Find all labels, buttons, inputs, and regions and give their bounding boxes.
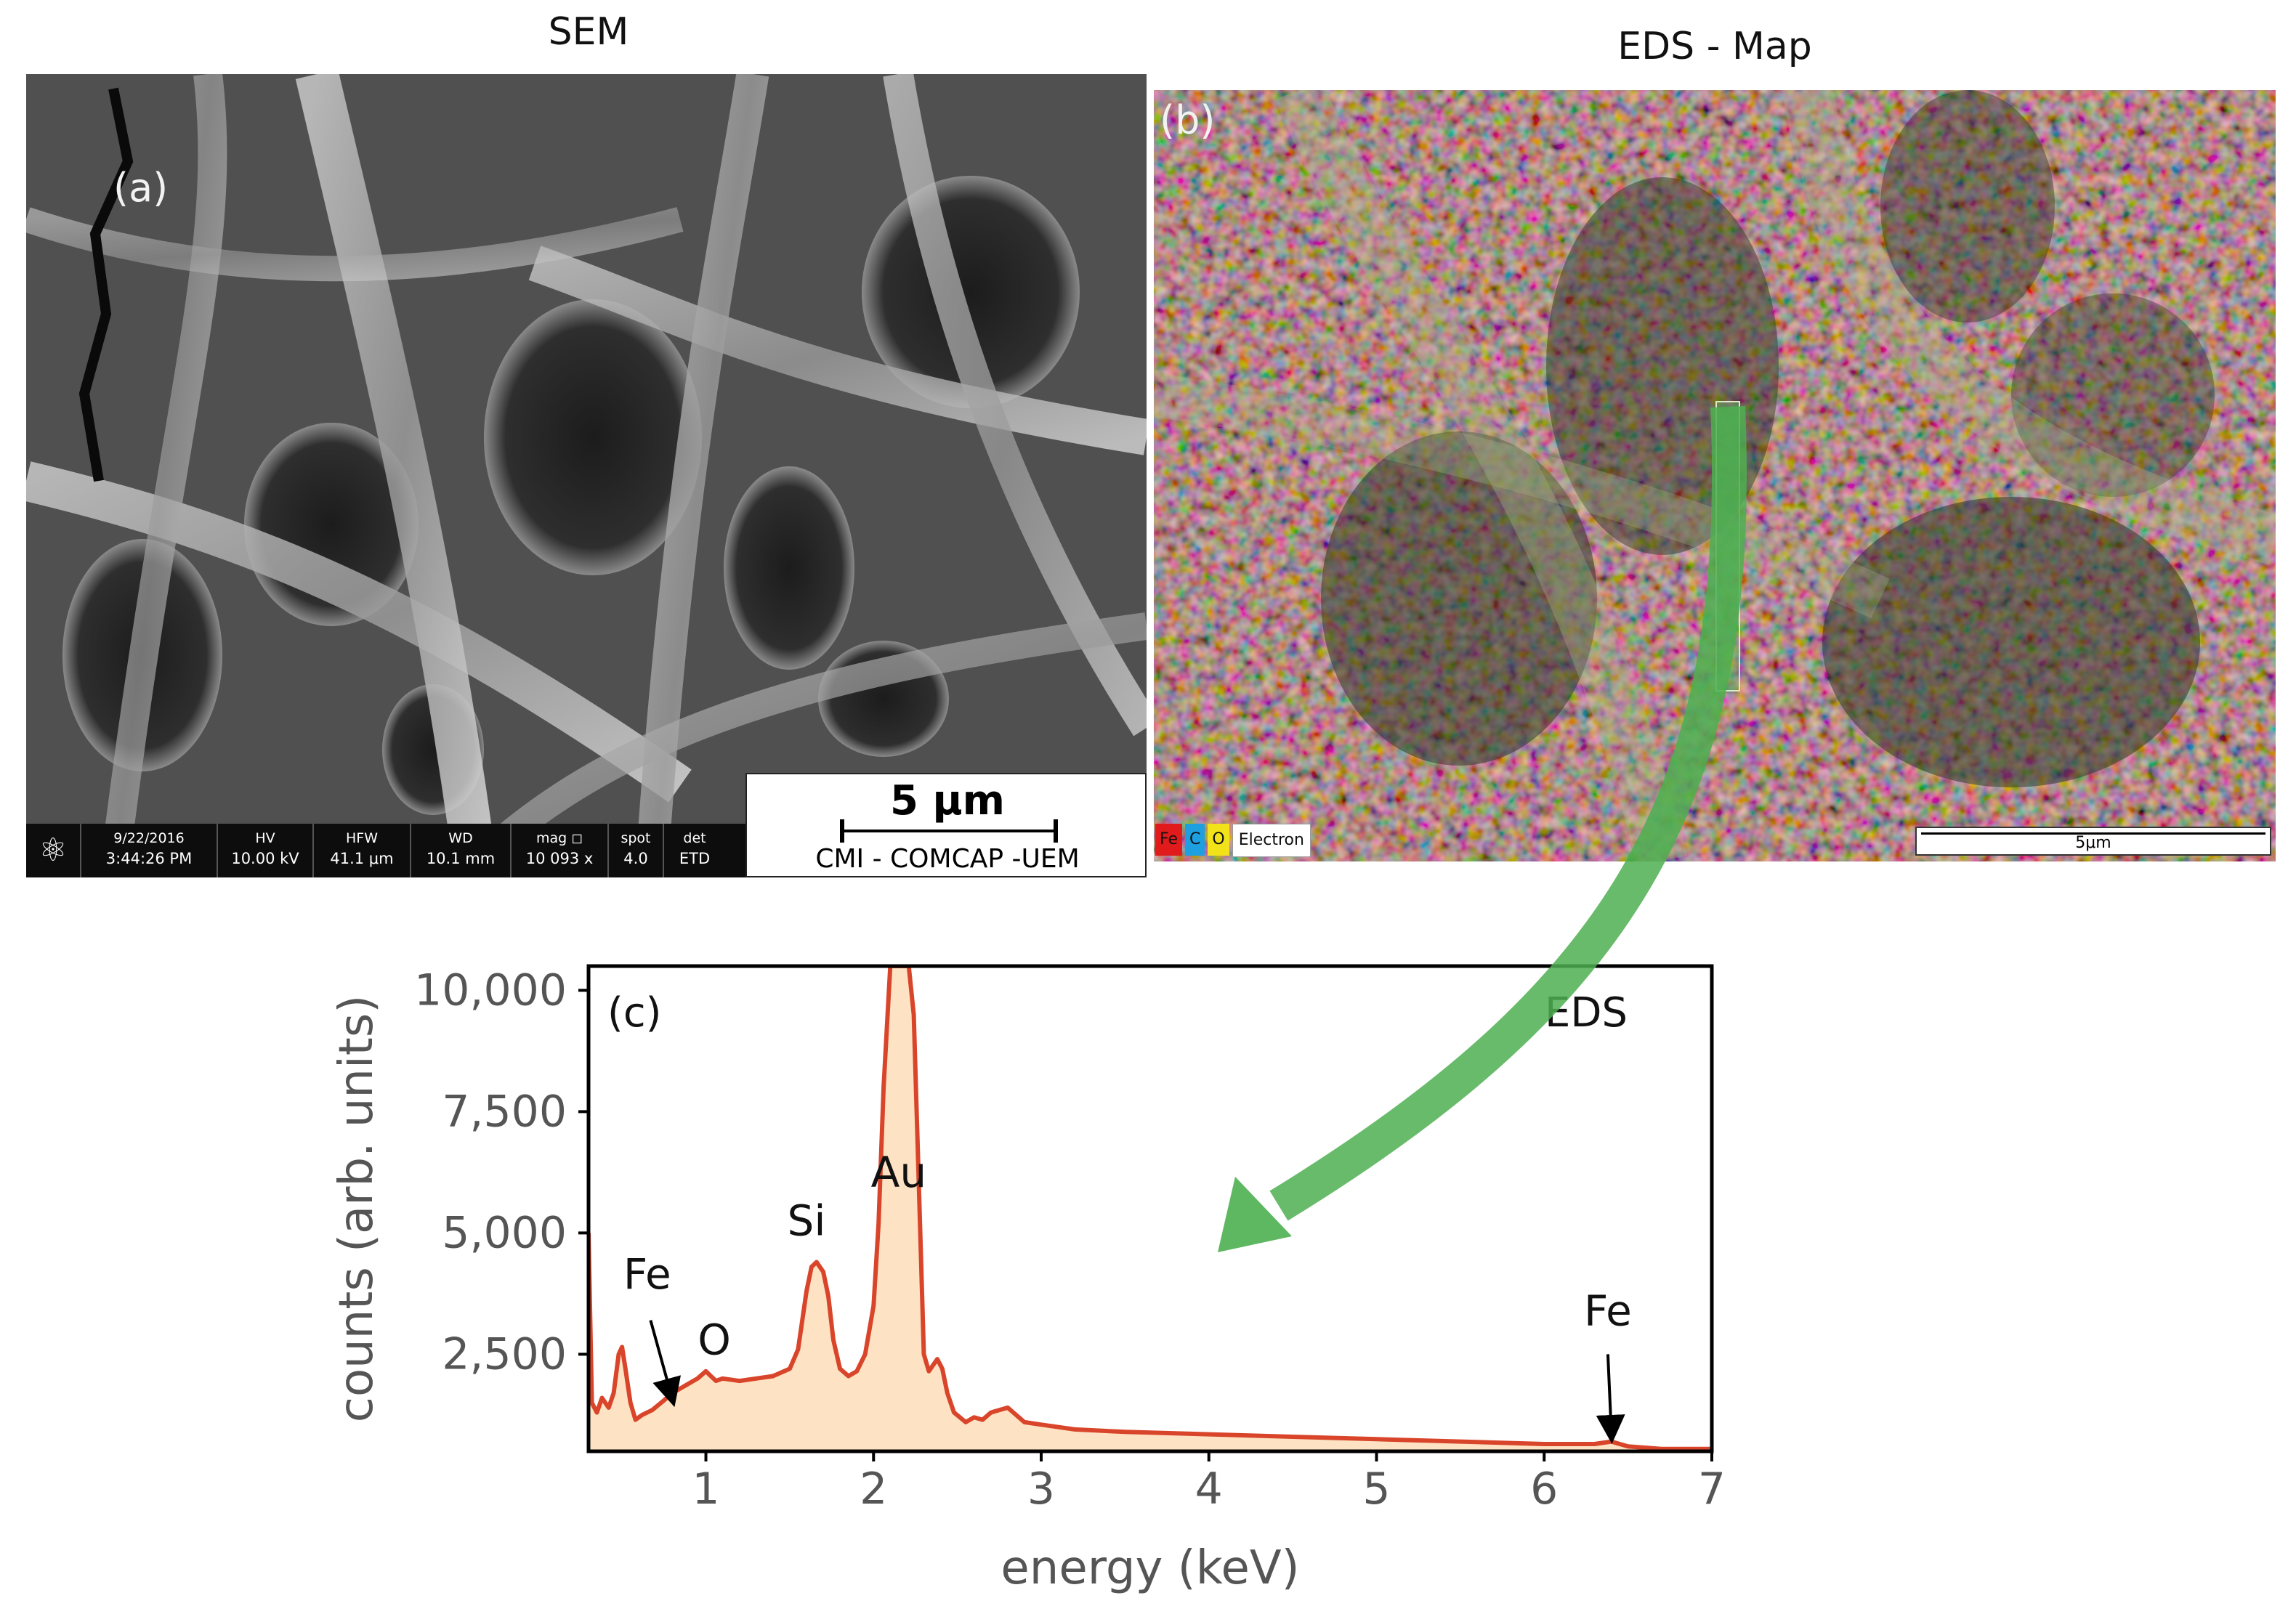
x-axis: 1 2 3 4 5 6 7: [692, 1451, 1726, 1514]
sem-lab-label: CMI - COMCAP -UEM: [815, 844, 1080, 874]
y-axis-label: counts (arb. units): [330, 995, 384, 1422]
legend-fe: Fe: [1155, 824, 1182, 856]
eds-map-legend: Fe C O Electron: [1155, 824, 1311, 857]
sem-info-hfw: HFW 41.1 μm: [314, 824, 411, 877]
sem-scalebar-line: [841, 830, 1056, 832]
x-axis-label: energy (keV): [1001, 1541, 1299, 1595]
peak-pointer-arrow: [1596, 1354, 1625, 1444]
peak-label: Si: [788, 1196, 826, 1246]
linescan-to-spectrum-arrowhead: [1218, 1177, 1292, 1252]
peak-pointer-arrow: [649, 1320, 682, 1408]
y-axis: 2,500 5,000 7,500 10,000: [414, 965, 589, 1379]
eds-map-scalebar: 5μm: [1915, 827, 2271, 856]
y-tick-label: 10,000: [414, 965, 567, 1015]
peak-label: O: [698, 1315, 731, 1364]
panel-b-label: (b): [1160, 97, 1216, 143]
legend-c: C: [1185, 824, 1205, 856]
x-tick-label: 4: [1195, 1464, 1223, 1514]
x-tick-label: 1: [692, 1464, 719, 1514]
peak-labels: Si Au Fe O Fe: [623, 1148, 1632, 1444]
peak-label: Fe: [623, 1249, 671, 1299]
sem-info-hv: HV 10.00 kV: [218, 824, 314, 877]
legend-electron: Electron: [1232, 824, 1311, 857]
sem-image: (a) ⚛ 9/22/2016 3:44:26 PM HV 10.00 kV HFW…: [26, 74, 1147, 877]
spectrum-series-line: [589, 966, 1712, 1451]
y-tick-label: 7,500: [442, 1086, 567, 1137]
panel-c-label: (c): [607, 989, 661, 1037]
sem-info-wd: WD 10.1 mm: [411, 824, 512, 877]
x-tick-label: 2: [860, 1464, 887, 1514]
sem-info-det: det ETD: [679, 830, 711, 867]
sem-scalebar-label: 5 μm: [889, 777, 1006, 824]
x-tick-label: 7: [1698, 1464, 1726, 1514]
sem-texture: [26, 74, 1147, 877]
eds-map-scalebar-label: 5μm: [2075, 834, 2111, 852]
y-tick-label: 5,000: [442, 1207, 567, 1258]
y-tick-label: 2,500: [442, 1329, 567, 1379]
linescan-to-spectrum-arrow: [1269, 405, 1747, 1221]
peak-label: Au: [871, 1148, 926, 1197]
plot-frame: [586, 964, 1714, 1453]
sem-info-datetime: 9/22/2016 3:44:26 PM: [81, 824, 218, 877]
x-tick-label: 6: [1530, 1464, 1558, 1514]
sem-info-bar: ⚛ 9/22/2016 3:44:26 PM HV 10.00 kV HFW 41.1…: [26, 824, 745, 877]
sem-info-spot: spot 4.0: [609, 824, 664, 877]
sem-title: SEM: [548, 10, 629, 54]
sem-info-mag: mag ◻ 10 093 x: [512, 824, 609, 877]
x-tick-label: 3: [1027, 1464, 1055, 1514]
sem-logo-icon: ⚛: [26, 824, 81, 877]
peak-label: Fe: [1584, 1286, 1632, 1335]
sem-scalebar-box: 5 μm CMI - COMCAP -UEM: [745, 773, 1147, 877]
spectrum-line: [589, 966, 1712, 1451]
eds-map-title: EDS - Map: [1617, 25, 1812, 68]
panel-a-label: (a): [113, 165, 169, 211]
legend-o: O: [1208, 824, 1229, 856]
x-tick-label: 5: [1362, 1464, 1390, 1514]
